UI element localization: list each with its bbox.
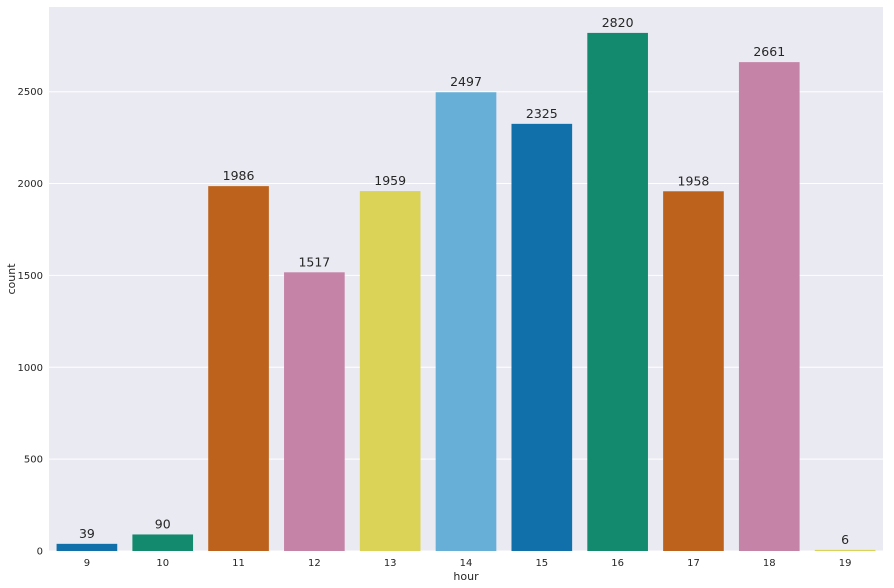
bar-hour-14	[435, 92, 497, 551]
y-axis-label: count	[5, 263, 18, 295]
bar-hour-13	[359, 191, 421, 551]
bars	[56, 32, 876, 552]
x-tick-label: 18	[763, 558, 776, 569]
x-tick-label: 14	[460, 558, 473, 569]
data-label: 39	[79, 526, 95, 541]
y-tick-label: 2500	[18, 87, 43, 98]
x-tick-label: 9	[84, 558, 90, 569]
data-label: 2497	[450, 74, 482, 89]
y-tick-label: 1500	[18, 271, 43, 282]
x-tick-label: 17	[687, 558, 700, 569]
data-label: 2661	[753, 44, 785, 59]
y-tick-label: 1000	[18, 363, 43, 374]
y-tick-labels: 0 500 1000 1500 2000 2500	[18, 87, 43, 557]
bar-hour-12	[284, 272, 345, 551]
bar-hour-18	[738, 62, 800, 551]
x-tick-label: 15	[535, 558, 548, 569]
x-tick-labels: 9 10 11 12 13 14 15 16 17 18 19	[84, 558, 852, 569]
data-label: 1986	[223, 168, 255, 183]
data-label: 90	[155, 516, 171, 531]
y-tick-label: 0	[37, 547, 43, 558]
bar-hour-11	[208, 186, 269, 552]
x-tick-label: 13	[384, 558, 397, 569]
data-label: 2820	[602, 15, 634, 30]
bar-hour-16	[587, 32, 648, 551]
data-label: 1959	[374, 173, 406, 188]
bar-hour-10	[132, 534, 194, 551]
x-tick-label: 19	[839, 558, 852, 569]
y-tick-label: 500	[24, 455, 43, 466]
data-label: 1517	[298, 254, 330, 269]
data-label: 2325	[526, 106, 558, 121]
x-tick-label: 10	[156, 558, 169, 569]
x-tick-label: 11	[232, 558, 245, 569]
bar-hour-15	[511, 123, 573, 551]
data-label: 1958	[678, 173, 710, 188]
data-labels: 39 90 1986 1517 1959 2497 2325 2820 1958 2661 6	[79, 15, 849, 547]
x-axis-label: hour	[453, 570, 479, 583]
y-tick-label: 2000	[18, 179, 43, 190]
bar-hour-17	[663, 191, 724, 551]
data-label: 6	[841, 532, 849, 547]
bar-hour-19	[814, 549, 876, 551]
x-tick-label: 16	[611, 558, 624, 569]
bar-hour-9	[56, 543, 118, 551]
x-tick-label: 12	[308, 558, 321, 569]
